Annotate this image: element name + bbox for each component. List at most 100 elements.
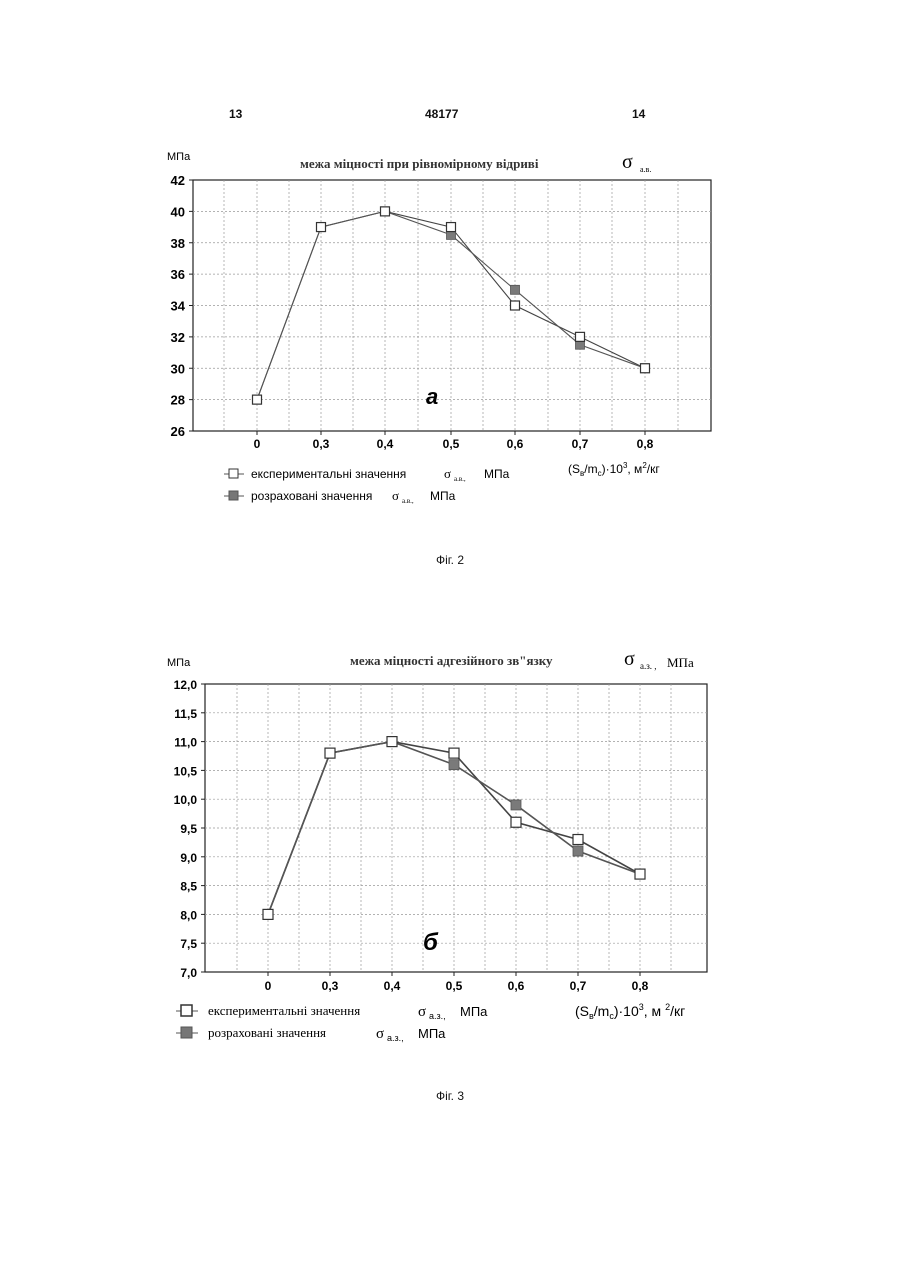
chart-title-subscript: а.з. , [640, 661, 657, 671]
x-tick-label: 0,6 [507, 437, 524, 451]
legend-subscript: а.в., [402, 497, 414, 505]
legend-subscript: а.з., [387, 1033, 404, 1043]
open-square-marker [511, 817, 521, 827]
open-square-marker [573, 835, 583, 845]
x-tick-label: 0 [254, 437, 261, 451]
filled-square-marker-icon [229, 491, 238, 500]
legend-symbol: σ [418, 1004, 426, 1020]
chart-title-unit: МПа [667, 655, 694, 670]
open-square-marker [449, 748, 459, 758]
open-square-marker [263, 909, 273, 919]
chart-title-text: межа міцності при рівномірному відриві [300, 156, 539, 171]
filled-square-marker [449, 760, 459, 770]
legend-text: експериментальні значення [251, 467, 406, 481]
svg-text:розраховані значення: розраховані значення [251, 489, 372, 503]
open-square-marker-icon [181, 1005, 192, 1016]
filled-square-marker [511, 285, 520, 294]
y-tick-label: 8,0 [180, 908, 197, 922]
y-tick-label: 10,0 [174, 793, 198, 807]
legend-symbol: σ [392, 488, 399, 503]
plot-area: 26 28 30 32 34 36 38 40 42 0 0,3 0,4 0,5 0,6 0,7 0,8 [171, 173, 711, 451]
x-tick-label: 0,5 [443, 437, 460, 451]
y-tick-label: 11,0 [174, 736, 197, 750]
filled-square-marker [573, 846, 583, 856]
x-tick-label: 0 [265, 979, 272, 993]
plot-area: 7,07,58,08,59,09,510,010,511,011,512,000… [174, 678, 707, 993]
y-tick-label: 42 [171, 173, 185, 188]
filled-square-marker-icon [181, 1027, 192, 1038]
y-tick-label: 26 [171, 424, 185, 439]
x-tick-label: 0,3 [313, 437, 330, 451]
plot-frame [205, 684, 707, 972]
y-unit-label: МПа [167, 151, 191, 163]
open-square-marker [576, 332, 585, 341]
y-tick-label: 9,5 [180, 822, 197, 836]
figure-2-caption: Фіг. 2 [0, 553, 900, 567]
figure-2-chart: МПа межа міцності при рівномірному відри… [0, 0, 900, 560]
y-unit-label: МПа [167, 657, 191, 669]
x-tick-label: 0,8 [632, 979, 649, 993]
panel-letter: а [426, 384, 438, 409]
legend-item-experimental: експериментальні значення σ а.з., МПа [176, 1003, 488, 1021]
y-tick-label: 36 [171, 267, 185, 282]
x-tick-label: 0,7 [572, 437, 589, 451]
y-tick-label: 32 [171, 330, 185, 345]
chart-title-symbol: σ [622, 151, 633, 173]
open-square-marker [447, 223, 456, 232]
legend-item-calculated: розраховані значення σ а.в., МПа [224, 488, 456, 505]
legend: експериментальні значення σ а.з., МПа ро… [176, 1003, 488, 1043]
chart-title-subscript: а.в. [640, 165, 651, 174]
x-axis-label: (Sв/mс)·103, м2/кг [568, 461, 660, 478]
open-square-marker-icon [229, 469, 238, 478]
y-tick-label: 28 [171, 393, 185, 408]
y-tick-label: 8,5 [180, 880, 197, 894]
figure-3-chart: МПа межа міцності адгезійного зв"язку σ … [0, 600, 900, 1100]
x-tick-label: 0,4 [384, 979, 401, 993]
chart-title-symbol: σ [624, 648, 635, 670]
open-square-marker [635, 869, 645, 879]
x-tick-label: 0,5 [446, 979, 463, 993]
y-tick-label: 10,5 [174, 764, 198, 778]
legend-text: експериментальні значення [208, 1003, 360, 1018]
legend-unit: МПа [418, 1026, 446, 1041]
y-tick-label: 30 [171, 361, 185, 376]
panel-letter: б [423, 929, 439, 956]
svg-text:розраховані значення: розраховані значення [208, 1025, 326, 1040]
y-tick-label: 7,5 [180, 937, 197, 951]
open-square-marker [381, 207, 390, 216]
legend-unit: МПа [460, 1004, 488, 1019]
y-tick-label: 7,0 [180, 966, 197, 980]
legend-unit: МПа [484, 467, 510, 481]
legend-text: розраховані значення [251, 489, 372, 503]
legend-symbol: σ [444, 466, 451, 481]
open-square-marker [511, 301, 520, 310]
open-square-marker [325, 748, 335, 758]
x-tick-label: 0,3 [322, 979, 339, 993]
y-tick-label: 12,0 [174, 678, 198, 692]
y-tick-label: 38 [171, 236, 185, 251]
chart-title-text: межа міцності адгезійного зв"язку [350, 653, 553, 668]
legend-unit: МПа [430, 489, 456, 503]
open-square-marker [387, 737, 397, 747]
legend-text: розраховані значення [208, 1025, 326, 1040]
x-tick-label: 0,8 [637, 437, 654, 451]
y-tick-label: 9,0 [180, 851, 197, 865]
x-axis-label: (Sв/mс)·103, м 2/кг [575, 1002, 685, 1021]
open-square-marker [253, 395, 262, 404]
x-tick-label: 0,7 [570, 979, 587, 993]
legend-subscript: а.з., [429, 1011, 446, 1021]
open-square-marker [317, 223, 326, 232]
x-tick-label: 0,4 [377, 437, 394, 451]
y-tick-label: 40 [171, 204, 185, 219]
chart-title: межа міцності при рівномірному відриві [300, 156, 539, 171]
legend: експериментальні значення σ а.в., МПа ро… [224, 466, 510, 505]
open-square-marker [641, 364, 650, 373]
legend-symbol: σ [376, 1026, 384, 1042]
filled-square-marker [511, 800, 521, 810]
legend-item-calculated: розраховані значення σ а.з., МПа [176, 1025, 446, 1043]
legend-item-experimental: експериментальні значення σ а.в., МПа [224, 466, 510, 483]
y-tick-label: 34 [171, 299, 186, 314]
figure-3-caption: Фіг. 3 [0, 1089, 900, 1103]
svg-text:експериментальні значення: експериментальні значення [208, 1003, 360, 1018]
chart-title: межа міцності адгезійного зв"язку [350, 653, 553, 668]
